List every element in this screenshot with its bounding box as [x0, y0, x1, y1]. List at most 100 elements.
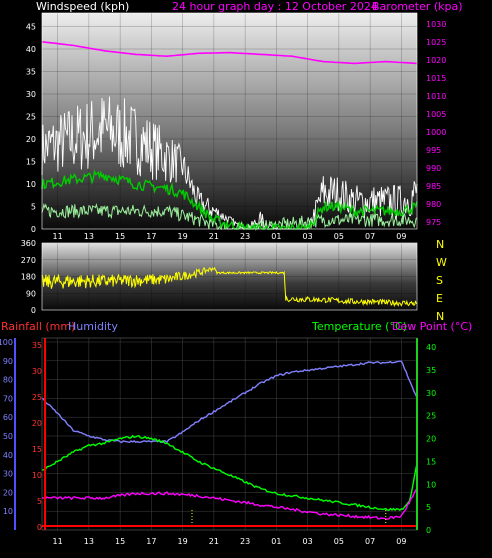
baro-tick-label: 980	[426, 200, 441, 209]
humidity-tick-label: 30	[3, 470, 13, 479]
humidity-tick-label: 80	[3, 376, 13, 385]
rain-tick-label: 20	[32, 419, 42, 428]
humidity-tick-label: 90	[3, 357, 13, 366]
compass-label: S	[436, 274, 443, 287]
humidity-tick-label: 50	[3, 432, 13, 441]
rain-tick-label: 0	[37, 523, 42, 532]
wind-time-tick: 21	[209, 232, 219, 241]
baro-tick-label: 985	[426, 182, 441, 191]
wind-tick-label: 15	[26, 158, 36, 167]
direction-panel-frame	[41, 242, 418, 311]
humidity-tick-label: 70	[3, 394, 13, 403]
baro-tick-label: 990	[426, 164, 441, 173]
temp-tick-label: 5	[426, 503, 431, 512]
rain-time-tick: 09	[396, 537, 406, 546]
temp-tick-label: 25	[426, 412, 436, 421]
rain-time-tick: 11	[53, 537, 63, 546]
temp-tick-label: 20	[426, 435, 436, 444]
wind-time-tick: 23	[240, 232, 250, 241]
wind-tick-label: 40	[26, 45, 36, 54]
temp-tick-label: 10	[426, 480, 436, 489]
wind-tick-label: 10	[26, 180, 36, 189]
wind-tick-label: 0	[31, 225, 36, 234]
humidity-axis-label: Humidity	[68, 320, 118, 333]
barometer-axis-label: Barometer (kpa)	[372, 0, 463, 13]
direction-tick-label: 180	[21, 273, 36, 282]
wind-time-tick: 13	[84, 232, 94, 241]
wind-panel-bg	[42, 13, 417, 229]
humidity-tick-label: 40	[3, 451, 13, 460]
dewpoint-line	[41, 487, 418, 520]
wind-tick-label: 25	[26, 113, 36, 122]
rain-time-tick: 19	[178, 537, 188, 546]
baro-tick-label: 995	[426, 146, 441, 155]
temp-tick-label: 0	[426, 526, 431, 535]
wind-time-tick: 19	[178, 232, 188, 241]
rainfall-axis-label: Rainfall (mm)	[1, 320, 75, 333]
wind-time-tick: 07	[365, 232, 375, 241]
temp-tick-label: 35	[426, 366, 436, 375]
rain-tick-label: 25	[32, 393, 42, 402]
rain-time-tick: 15	[115, 537, 125, 546]
rain-time-tick: 23	[240, 537, 250, 546]
wind-tick-label: 30	[26, 90, 36, 99]
humidity-tick-label: 60	[3, 413, 13, 422]
temp-tick-label: 40	[426, 343, 436, 352]
wind-time-tick: 01	[271, 232, 281, 241]
baro-tick-label: 1000	[426, 128, 446, 137]
humidity-tick-label: 10	[3, 507, 13, 516]
baro-tick-label: 1015	[426, 74, 446, 83]
baro-tick-label: 1020	[426, 56, 446, 65]
rain-time-tick: 17	[146, 537, 156, 546]
temp-tick-label: 30	[426, 389, 436, 398]
compass-label: N	[436, 310, 444, 323]
rain-tick-label: 30	[32, 367, 42, 376]
chart-title: 24 hour graph day : 12 October 2024	[172, 0, 378, 13]
wind-tick-label: 20	[26, 135, 36, 144]
wind-time-tick: 03	[303, 232, 313, 241]
baro-tick-label: 1025	[426, 38, 446, 47]
rain-tick-label: 5	[37, 497, 42, 506]
direction-tick-label: 0	[31, 306, 36, 315]
baro-tick-label: 1010	[426, 92, 446, 101]
baro-tick-label: 1005	[426, 110, 446, 119]
humidity-tick-label: 20	[3, 488, 13, 497]
rain-time-tick: 05	[334, 537, 344, 546]
wind-tick-label: 45	[26, 23, 36, 32]
baro-tick-label: 975	[426, 218, 441, 227]
humidity-line	[41, 360, 418, 444]
humidity-tick-label: 100	[0, 338, 13, 347]
rain-time-tick: 03	[303, 537, 313, 546]
direction-tick-label: 90	[26, 289, 36, 298]
direction-tick-label: 360	[21, 239, 36, 248]
rain-time-tick: 21	[209, 537, 219, 546]
dewpoint-axis-label: Dew Point (°C)	[392, 320, 472, 333]
rain-tick-label: 15	[32, 445, 42, 454]
wind-time-tick: 15	[115, 232, 125, 241]
rain-time-tick: 01	[271, 537, 281, 546]
wind-time-tick: 11	[53, 232, 63, 241]
rain-panel-bg	[42, 338, 417, 530]
rain-tick-label: 35	[32, 341, 42, 350]
wind-direction-line	[41, 266, 418, 308]
temperature-line	[41, 434, 418, 512]
windspeed-axis-label: Windspeed (kph)	[36, 0, 129, 13]
wind-panel-frame	[41, 12, 418, 230]
rain-panel-frame	[41, 337, 418, 531]
temp-tick-label: 15	[426, 457, 436, 466]
barometer-line	[41, 41, 418, 65]
compass-label: W	[436, 256, 447, 269]
compass-label: N	[436, 238, 444, 251]
baro-tick-label: 1030	[426, 20, 446, 29]
direction-tick-label: 270	[21, 256, 36, 265]
wind-tick-label: 35	[26, 68, 36, 77]
rain-time-tick: 13	[84, 537, 94, 546]
rain-time-tick: 07	[365, 537, 375, 546]
compass-label: E	[436, 292, 443, 305]
temperature-axis-label: Temperature (°C)	[311, 320, 407, 333]
wind-average-line	[41, 169, 418, 231]
wind-time-tick: 09	[396, 232, 406, 241]
wind-time-tick: 05	[334, 232, 344, 241]
